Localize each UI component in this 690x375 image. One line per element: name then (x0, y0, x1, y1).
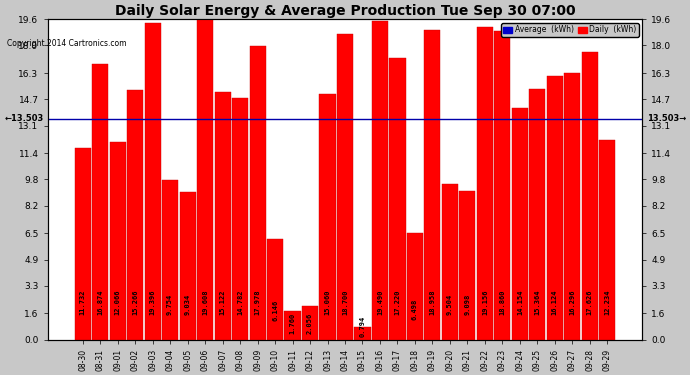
Text: 2.056: 2.056 (307, 312, 313, 333)
Bar (407, 233, 423, 339)
Text: 16.874: 16.874 (97, 290, 104, 315)
Text: 13.503→: 13.503→ (647, 114, 686, 123)
Text: 19.608: 19.608 (202, 290, 208, 315)
Text: 16.296: 16.296 (569, 290, 575, 315)
Text: 15.060: 15.060 (324, 290, 331, 315)
Text: 9.098: 9.098 (464, 294, 471, 315)
Text: 15.122: 15.122 (219, 290, 226, 315)
Title: Daily Solar Energy & Average Production Tue Sep 30 07:00: Daily Solar Energy & Average Production … (115, 4, 575, 18)
Text: 11.732: 11.732 (79, 290, 86, 315)
Bar (494, 32, 511, 339)
Bar (529, 88, 545, 339)
Bar (284, 311, 301, 339)
Bar (372, 21, 388, 339)
Text: 19.396: 19.396 (150, 290, 156, 315)
Bar (389, 58, 406, 339)
Text: 6.146: 6.146 (272, 300, 278, 321)
Text: 17.220: 17.220 (395, 290, 400, 315)
Bar (337, 34, 353, 339)
Text: 18.860: 18.860 (500, 290, 505, 315)
Text: 15.364: 15.364 (534, 290, 540, 315)
Bar (564, 74, 580, 339)
Bar (512, 108, 528, 339)
Text: 0.794: 0.794 (359, 316, 366, 337)
Text: 9.034: 9.034 (185, 294, 190, 315)
Text: 15.266: 15.266 (132, 290, 138, 315)
Text: 14.154: 14.154 (517, 290, 523, 315)
Bar (267, 239, 283, 339)
Bar (546, 76, 563, 339)
Bar (197, 19, 213, 339)
Text: 6.498: 6.498 (412, 299, 418, 321)
Text: 16.124: 16.124 (552, 290, 558, 315)
Bar (250, 46, 266, 339)
Bar (127, 90, 144, 339)
Bar (302, 306, 318, 339)
Bar (215, 93, 230, 339)
Text: 17.978: 17.978 (255, 290, 261, 315)
Bar (232, 98, 248, 339)
Text: 1.760: 1.760 (290, 313, 295, 334)
Bar (460, 191, 475, 339)
Bar (477, 27, 493, 339)
Bar (424, 30, 440, 339)
Text: 19.156: 19.156 (482, 290, 488, 315)
Legend: Average  (kWh), Daily  (kWh): Average (kWh), Daily (kWh) (501, 23, 639, 37)
Text: Copyright 2014 Cartronics.com: Copyright 2014 Cartronics.com (7, 39, 126, 48)
Bar (442, 184, 458, 339)
Text: 12.066: 12.066 (115, 290, 121, 315)
Bar (145, 22, 161, 339)
Bar (319, 93, 335, 339)
Text: 14.782: 14.782 (237, 290, 243, 315)
Bar (110, 142, 126, 339)
Bar (162, 180, 178, 339)
Text: 9.504: 9.504 (447, 294, 453, 315)
Text: ←13.503: ←13.503 (4, 114, 43, 123)
Bar (92, 64, 108, 339)
Text: 17.626: 17.626 (586, 290, 593, 315)
Bar (179, 192, 196, 339)
Text: 9.754: 9.754 (167, 294, 173, 315)
Bar (355, 327, 371, 339)
Text: 18.958: 18.958 (429, 290, 435, 315)
Bar (75, 148, 90, 339)
Bar (600, 140, 615, 339)
Text: 19.490: 19.490 (377, 290, 383, 315)
Bar (582, 52, 598, 339)
Text: 12.234: 12.234 (604, 290, 611, 315)
Text: 18.700: 18.700 (342, 290, 348, 315)
